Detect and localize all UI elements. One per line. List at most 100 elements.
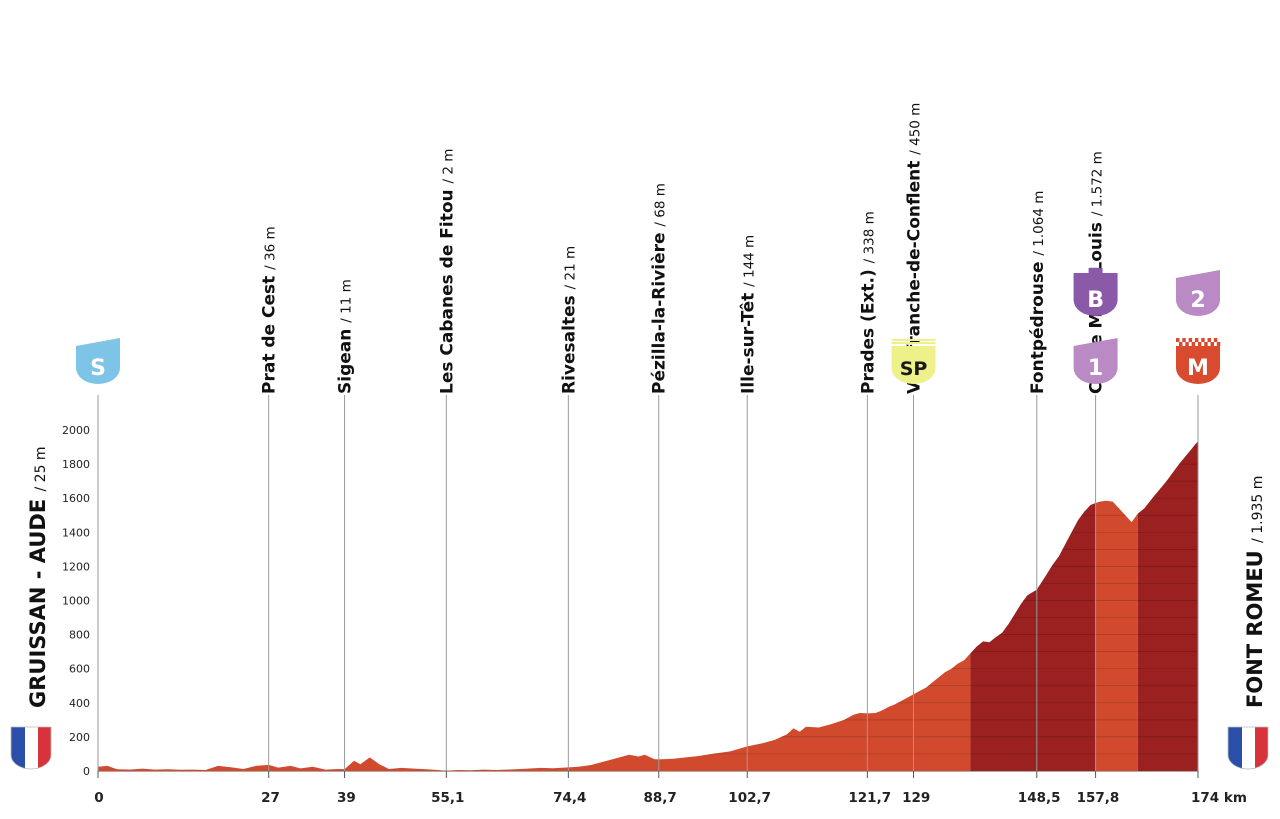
y-tick-label: 600 bbox=[69, 663, 90, 676]
checker-square bbox=[1204, 342, 1208, 346]
x-tick-label: 27 bbox=[261, 790, 280, 806]
waypoint-altitude: / 68 m bbox=[653, 183, 669, 226]
flag-blue bbox=[1228, 727, 1242, 769]
waypoint-label: Villefranche-de-Conflent / 450 m bbox=[905, 103, 925, 394]
badge-stripe bbox=[891, 342, 936, 344]
waypoint-label: Prades (Ext.) / 338 m bbox=[858, 211, 878, 394]
x-tick-label: 74,4 bbox=[553, 790, 586, 806]
profile-segment bbox=[970, 503, 1096, 771]
checker-square bbox=[1210, 342, 1214, 346]
checker-square bbox=[1185, 342, 1189, 346]
waypoint-name: Sigean bbox=[336, 323, 356, 394]
profile-segment bbox=[1095, 500, 1138, 771]
start-label-altitude: / 25 m bbox=[33, 446, 49, 491]
finish-label: FONT ROMEU / 1.935 m bbox=[1243, 476, 1267, 708]
flag-icons bbox=[10, 726, 1269, 770]
y-tick-label: 1800 bbox=[62, 458, 90, 471]
waypoint-label: Prat de Cest / 36 m bbox=[260, 226, 280, 394]
waypoint-altitude: / 338 m bbox=[861, 211, 877, 263]
waypoint-altitude: / 36 m bbox=[263, 226, 279, 269]
checker-square bbox=[1216, 342, 1221, 346]
y-tick-label: 400 bbox=[69, 697, 90, 710]
flag-blue bbox=[11, 727, 25, 769]
start-label-name: GRUISSAN - AUDE bbox=[26, 492, 50, 709]
waypoint-altitude: / 11 m bbox=[339, 279, 355, 322]
marker-start-badge-label: S bbox=[90, 356, 106, 381]
marker-bonus-badge-label: B bbox=[1087, 288, 1104, 313]
checker-square bbox=[1194, 338, 1199, 342]
x-axis-ticks: 0 27 39 55,1 74,4 88,7 102,7 121,7 129 148,5 157,8… bbox=[94, 771, 1247, 806]
marker-badges: S SP 1 B M 2 bbox=[76, 268, 1221, 384]
badge-tab bbox=[76, 338, 120, 346]
waypoint-name: Pézilla-la-Rivière bbox=[650, 227, 670, 394]
waypoint-name: Ille-sur-Têt bbox=[738, 287, 758, 394]
checker-square bbox=[1179, 342, 1183, 346]
start-flag-icon bbox=[10, 726, 52, 770]
waypoint-labels: Prat de Cest / 36 m Sigean / 11 m Les Caba… bbox=[260, 103, 1107, 394]
waypoint-altitude: / 144 m bbox=[741, 235, 757, 287]
x-tick-label: 129 bbox=[902, 790, 930, 806]
x-tick-label: 121,7 bbox=[848, 790, 891, 806]
x-tick-label: 148,5 bbox=[1018, 790, 1061, 806]
flag-red bbox=[38, 727, 51, 769]
x-tick-label: 39 bbox=[337, 790, 356, 806]
finish-flag-icon-fill bbox=[1228, 727, 1268, 769]
y-tick-label: 1200 bbox=[62, 560, 90, 573]
x-tick-label: 157,8 bbox=[1077, 790, 1120, 806]
marker-bonus-badge: B bbox=[1073, 268, 1118, 316]
waypoint-lines bbox=[97, 395, 1199, 771]
waypoint-label: Fontpédrouse / 1.064 m bbox=[1028, 191, 1048, 394]
x-tick-label: 174 km bbox=[1191, 790, 1247, 806]
x-tick-label: 102,7 bbox=[728, 790, 771, 806]
badge-cap bbox=[1073, 273, 1118, 278]
waypoint-label: Ille-sur-Têt / 144 m bbox=[738, 235, 758, 394]
x-tick-label: 55,1 bbox=[431, 790, 464, 806]
waypoint-altitude: / 2 m bbox=[440, 149, 456, 184]
profile-segment bbox=[98, 653, 971, 771]
start-finish-labels: GRUISSAN - AUDE / 25 m FONT ROMEU / 1.935… bbox=[26, 446, 1267, 708]
waypoint-altitude: / 1.064 m bbox=[1031, 191, 1047, 256]
marker-sprint-badge-shape bbox=[891, 346, 936, 384]
marker-start-badge: S bbox=[76, 338, 120, 384]
checker-square bbox=[1201, 338, 1205, 342]
flag-outline bbox=[1227, 726, 1269, 770]
checker-square bbox=[1176, 338, 1180, 342]
waypoint-name: Fontpédrouse bbox=[1028, 256, 1048, 394]
start-flag-icon-fill bbox=[11, 727, 51, 769]
checker-square bbox=[1188, 338, 1193, 342]
marker-start-badge-shape bbox=[76, 346, 120, 384]
marker-climb-cat-badge-shape bbox=[1176, 278, 1220, 316]
y-tick-label: 800 bbox=[69, 629, 90, 642]
profile-area bbox=[98, 441, 1198, 771]
badge-cap bbox=[1088, 268, 1103, 273]
badge-tab bbox=[1073, 338, 1118, 346]
checker-square bbox=[1213, 338, 1218, 342]
waypoint-name: Villefranche-de-Conflent bbox=[905, 155, 925, 394]
y-tick-label: 200 bbox=[69, 731, 90, 744]
checker-square bbox=[1182, 338, 1186, 342]
marker-sprint-badge: SP bbox=[891, 339, 936, 384]
marker-sprint-badge-label: SP bbox=[900, 358, 928, 380]
x-tick-label: 88,7 bbox=[644, 790, 677, 806]
marker-finish-badge: M bbox=[1176, 338, 1221, 384]
waypoint-altitude: / 1.572 m bbox=[1090, 151, 1106, 216]
profile-segment bbox=[1137, 441, 1198, 771]
waypoint-altitude: / 21 m bbox=[562, 246, 578, 289]
marker-finish-badge-label: M bbox=[1187, 356, 1209, 381]
waypoint-name: Prades (Ext.) bbox=[858, 263, 878, 394]
y-tick-label: 2000 bbox=[62, 424, 90, 437]
start-label: GRUISSAN - AUDE / 25 m bbox=[26, 446, 50, 708]
y-tick-label: 1600 bbox=[62, 492, 90, 505]
waypoint-label: Les Cabanes de Fitou / 2 m bbox=[437, 149, 457, 394]
finish-label-name: FONT ROMEU bbox=[1243, 543, 1267, 708]
checker-square bbox=[1207, 338, 1211, 342]
finish-label-altitude: / 1.935 m bbox=[1250, 476, 1266, 543]
waypoint-label: Sigean / 11 m bbox=[336, 279, 356, 394]
flag-outline bbox=[10, 726, 52, 770]
marker-climb-cat-badge-shape bbox=[1073, 346, 1118, 384]
marker-climb-cat-badge: 2 bbox=[1176, 270, 1220, 316]
finish-flag-icon bbox=[1227, 726, 1269, 770]
y-tick-label: 1000 bbox=[62, 595, 90, 608]
badge-stripe bbox=[891, 339, 936, 341]
